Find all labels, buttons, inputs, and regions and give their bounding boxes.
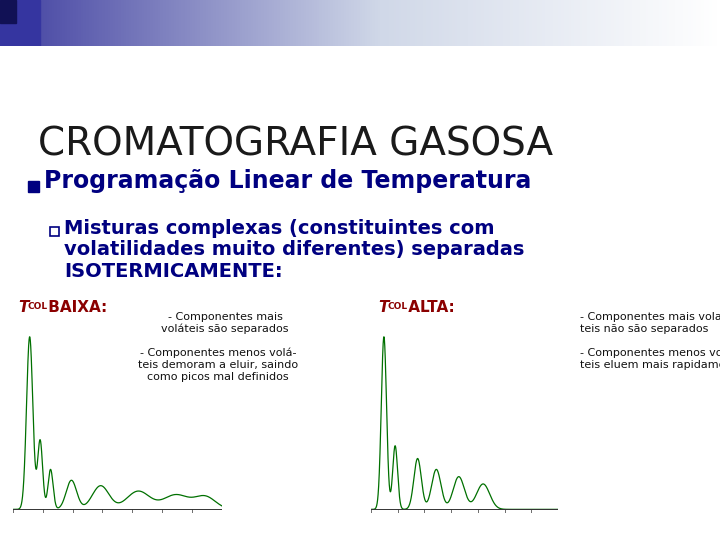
FancyBboxPatch shape [28, 181, 39, 192]
Text: COL: COL [388, 302, 408, 311]
Text: COL: COL [28, 302, 48, 311]
Text: T: T [18, 300, 28, 315]
Text: volatilidades muito diferentes) separadas: volatilidades muito diferentes) separada… [64, 240, 524, 259]
Text: Programação Linear de Temperatura: Programação Linear de Temperatura [44, 169, 531, 193]
Text: CROMATOGRAFIA GASOSA: CROMATOGRAFIA GASOSA [38, 125, 553, 163]
Text: BAIXA:: BAIXA: [43, 300, 107, 315]
Text: - Componentes mais
voláteis são separados: - Componentes mais voláteis são separado… [161, 312, 289, 334]
Text: Misturas complexas (constituintes com: Misturas complexas (constituintes com [64, 219, 495, 238]
Text: ALTA:: ALTA: [403, 300, 455, 315]
Text: - Componentes menos volá-
teis eluem mais rapidamente: - Componentes menos volá- teis eluem mai… [580, 348, 720, 370]
Text: - Componentes menos volá-
teis demoram a eluir, saindo
como picos mal definidos: - Componentes menos volá- teis demoram a… [138, 348, 298, 382]
Text: T: T [378, 300, 388, 315]
Bar [0, 0, 16, 23]
Text: - Componentes mais vola-
teis não são separados: - Componentes mais vola- teis não são se… [580, 312, 720, 334]
Text: ISOTERMICAMENTE:: ISOTERMICAMENTE: [64, 262, 283, 281]
Bar [0, 0, 40, 46]
